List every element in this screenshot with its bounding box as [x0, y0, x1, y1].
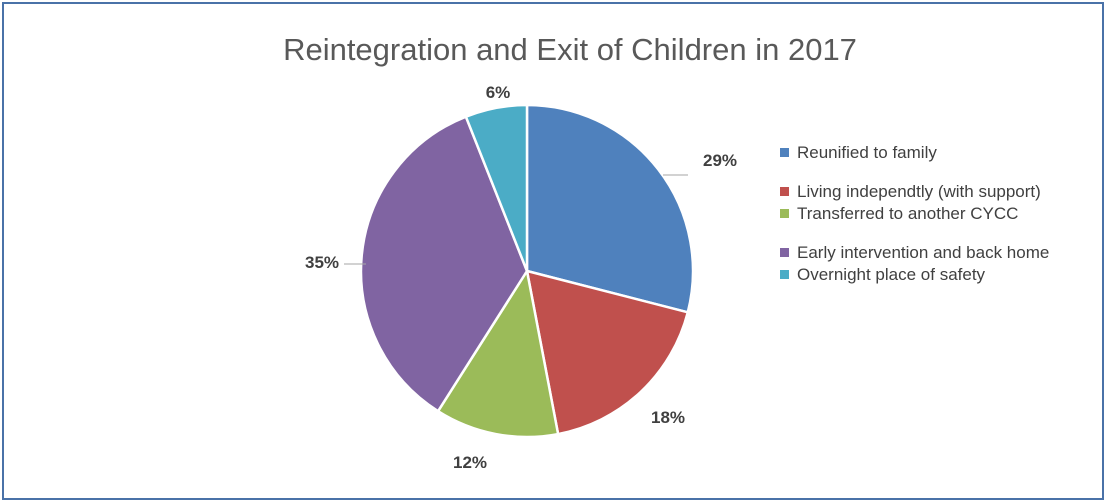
legend-swatch: [780, 248, 789, 257]
legend-swatch: [780, 270, 789, 279]
leader-lines: [344, 174, 688, 265]
legend-item-living-independently: Living independtly (with support): [780, 181, 1100, 203]
legend-swatch: [780, 148, 789, 157]
pie-slices: [359, 103, 695, 439]
legend-label: Early intervention and back home: [797, 243, 1050, 262]
data-label-living-independtly-with-support: 18%: [651, 408, 685, 427]
legend-swatch: [780, 209, 789, 218]
legend-label: Transferred to another CYCC: [797, 204, 1019, 223]
data-label-early-intervention-and-back-home: 35%: [305, 253, 339, 272]
pie-slice-transferred-to-another-cycc: [436, 269, 560, 439]
legend: Reunified to family Living independtly (…: [780, 142, 1100, 303]
pie-slice-reunified-to-family: [525, 103, 695, 314]
legend-label: Reunified to family: [797, 143, 937, 162]
data-labels: 29% 18% 12% 35% 6%: [305, 83, 737, 472]
chart-title: Reintegration and Exit of Children in 20…: [283, 32, 857, 67]
pie-slice-overnight-place-of-safety: [464, 103, 529, 273]
legend-swatch: [780, 187, 789, 196]
pie-slice-early-intervention-and-back-home: [359, 115, 529, 413]
legend-label: Living independtly (with support): [797, 182, 1041, 201]
legend-item-reunified: Reunified to family: [780, 142, 1100, 164]
legend-item-overnight: Overnight place of safety: [780, 264, 1100, 286]
data-label-overnight-place-of-safety: 6%: [486, 83, 511, 102]
legend-item-transferred: Transferred to another CYCC: [780, 203, 1100, 225]
legend-label: Overnight place of safety: [797, 265, 986, 284]
legend-item-early-intervention: Early intervention and back home: [780, 242, 1100, 264]
data-label-reunified-to-family: 29%: [703, 151, 737, 170]
data-label-transferred-to-another-cycc: 12%: [453, 453, 487, 472]
pie-slice-living-independtly-with-support: [525, 269, 690, 436]
